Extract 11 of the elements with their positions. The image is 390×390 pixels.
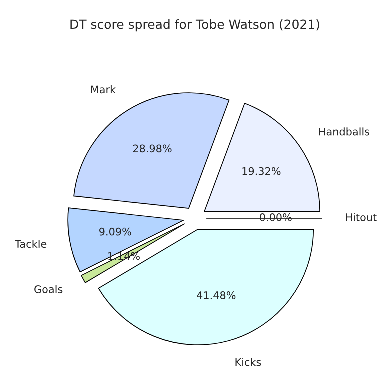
slice-label: Mark	[91, 86, 116, 94]
data-label: 9.09%	[100, 228, 132, 236]
data-label: 19.32%	[242, 167, 281, 176]
slice-label: Goals	[34, 285, 63, 294]
chart-title: DT score spread for Tobe Watson (2021)	[70, 20, 320, 32]
slice-label: Kicks	[236, 358, 262, 366]
data-label: 28.98%	[133, 144, 172, 153]
slice-label: Tackle	[15, 240, 47, 248]
slice-label: Handballs	[319, 128, 370, 136]
data-label: 41.48%	[197, 292, 236, 300]
category-label: Hitout	[346, 213, 377, 222]
